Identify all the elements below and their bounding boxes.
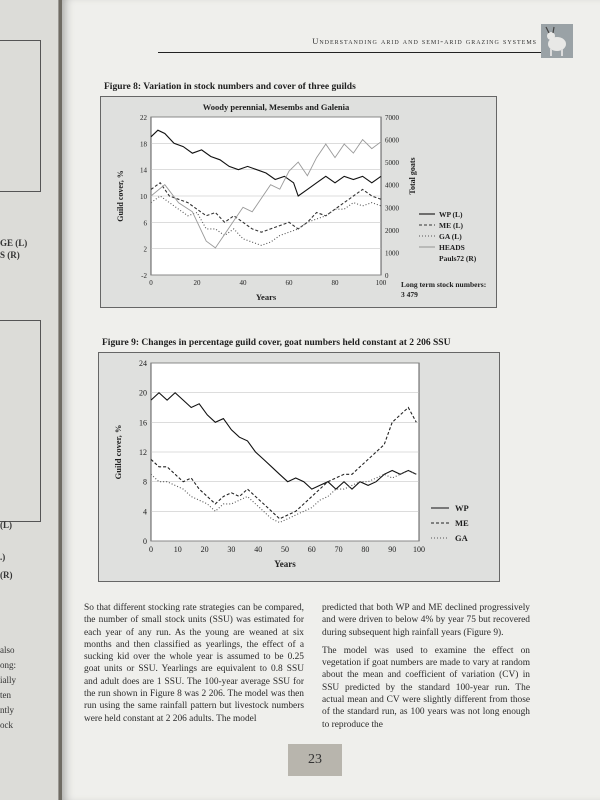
x-tick-label: 0	[149, 279, 153, 287]
x-tick-label: 0	[149, 545, 153, 554]
legend-label: WP	[455, 503, 469, 513]
legend-label: GA	[455, 533, 469, 543]
x-tick-label: 10	[174, 545, 182, 554]
running-header: Understanding arid and semi-arid grazing…	[158, 24, 573, 58]
x-tick-label: 100	[376, 279, 387, 287]
body-paragraph: So that different stocking rate strategi…	[84, 603, 304, 724]
body-column-right: predicted that both WP and ME declined p…	[322, 602, 530, 737]
left-margin-word: also	[0, 645, 15, 655]
legend-label: ME	[455, 518, 469, 528]
legend-label: WP (L)	[439, 210, 463, 219]
y2-tick-label: 2000	[385, 227, 400, 235]
left-fragment-4: .)	[0, 552, 6, 562]
figure8-note-line1: Long term stock numbers:	[401, 280, 486, 289]
x-tick-label: 20	[194, 279, 202, 287]
series-line-me-l-	[150, 182, 382, 233]
figure8-xlabel: Years	[256, 292, 277, 302]
y-tick-label: 4	[143, 507, 147, 516]
figure9-xlabel: Years	[274, 559, 296, 569]
figure9-ylabel: Guild cover, %	[113, 425, 123, 480]
x-tick-label: 50	[281, 545, 289, 554]
series-line-wp-l-	[150, 129, 382, 197]
figure8-box: Woody perennial, Mesembs and Galenia -2 2 6…	[100, 96, 497, 308]
figure9-box: 0 4 8 12 16 20 24 0 10 20 30 40 50 60 70 80 90 100 Guild c…	[98, 352, 500, 582]
y-tick-label: 0	[143, 537, 147, 546]
y2-tick-label: 5000	[385, 159, 400, 167]
x-tick-label: 60	[286, 279, 294, 287]
x-tick-label: 40	[240, 279, 248, 287]
left-fragment-1: GE (L)	[0, 238, 28, 248]
series-line-wp	[150, 391, 417, 490]
y-tick-label: 6	[144, 219, 148, 227]
running-title: Understanding arid and semi-arid grazing…	[312, 36, 537, 46]
left-fragment-5: (R)	[0, 570, 13, 580]
x-tick-label: 90	[388, 545, 396, 554]
left-margin-word: ntly	[0, 705, 15, 715]
y2-tick-label: 1000	[385, 249, 400, 257]
left-margin-word: ong:	[0, 660, 17, 670]
x-tick-label: 70	[335, 545, 343, 554]
figure8-plot-title: Woody perennial, Mesembs and Galenia	[203, 102, 350, 112]
figure9-chart: 0 4 8 12 16 20 24 0 10 20 30 40 50 60 70 80 90 100 Guild c…	[113, 359, 469, 569]
book-page: Understanding arid and semi-arid grazing…	[62, 0, 600, 800]
figure9-caption: Figure 9: Changes in percentage guild co…	[102, 338, 451, 348]
x-tick-label: 20	[201, 545, 209, 554]
left-margin-word: ten	[0, 690, 11, 700]
body-column-left: So that different stocking rate strategi…	[84, 602, 304, 731]
y2-tick-label: 7000	[385, 114, 400, 122]
y-tick-label: 14	[140, 167, 148, 175]
y-tick-label: 8	[143, 478, 147, 487]
legend-label: GA (L)	[439, 232, 462, 241]
y-tick-label: 20	[139, 389, 147, 398]
legend-label: Pauls72 (R)	[439, 254, 477, 263]
figure8-caption: Figure 8: Variation in stock numbers and…	[104, 82, 356, 92]
series-line-heads	[150, 138, 382, 249]
page-number: 23	[288, 744, 342, 776]
y2-tick-label: 0	[385, 272, 389, 280]
figure8-y2label: Total goats	[408, 157, 417, 194]
body-paragraph: The model was used to examine the effect…	[322, 645, 530, 730]
body-paragraph: predicted that both WP and ME declined p…	[322, 603, 530, 638]
x-tick-label: 80	[332, 279, 340, 287]
figure8-chart: Woody perennial, Mesembs and Galenia -2 2 6…	[116, 102, 486, 302]
y-tick-label: 2	[144, 246, 148, 254]
series-line-ga	[150, 469, 417, 524]
left-page-edge: GE (L) S (R) (L) .) (R) also ong: ially ten…	[0, 0, 59, 800]
left-fragment-2: S (R)	[0, 250, 20, 260]
y-tick-label: -2	[141, 272, 147, 280]
y-tick-label: 22	[140, 114, 148, 122]
y-tick-label: 18	[140, 140, 148, 148]
figure8-note-line2: 3 479	[401, 290, 418, 299]
y2-tick-label: 3000	[385, 204, 400, 212]
left-page-box-2	[0, 320, 41, 522]
left-fragment-3: (L)	[0, 520, 12, 530]
y-tick-label: 12	[139, 448, 147, 457]
y-tick-label: 16	[139, 418, 147, 427]
x-tick-label: 60	[308, 545, 316, 554]
y2-tick-label: 6000	[385, 137, 400, 145]
x-tick-label: 80	[361, 545, 369, 554]
y2-tick-label: 4000	[385, 182, 400, 190]
left-page-box	[0, 40, 41, 192]
y-tick-label: 24	[139, 359, 147, 368]
left-margin-word: ially	[0, 675, 16, 685]
legend-label: ME (L)	[439, 221, 463, 230]
x-tick-label: 40	[254, 545, 262, 554]
legend-label: HEADS	[439, 243, 465, 252]
left-margin-word: ock	[0, 720, 13, 730]
goat-photo-icon	[541, 24, 573, 58]
series-line-me	[150, 406, 417, 520]
y-tick-label: 10	[140, 193, 148, 201]
x-tick-label: 30	[227, 545, 235, 554]
figure8-ylabel: Guild cover, %	[116, 170, 125, 221]
x-tick-label: 100	[413, 545, 425, 554]
